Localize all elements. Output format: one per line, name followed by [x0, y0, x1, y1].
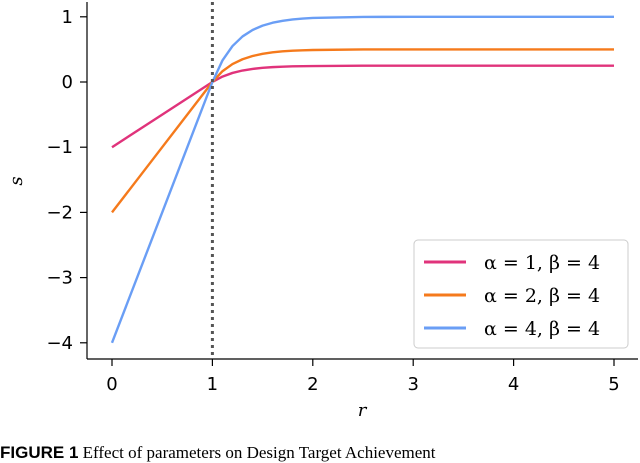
- series-line-1: [111, 64, 614, 149]
- legend-label-1: α = 1, β = 4: [484, 252, 600, 274]
- x-ticks: 0 1 2 3 4 5: [106, 359, 620, 395]
- y-tick-label: −2: [46, 202, 73, 223]
- legend-label-3: α = 4, β = 4: [484, 318, 600, 340]
- y-tick-label: −4: [46, 333, 73, 354]
- y-ticks: −4 −3 −2 −1 0 1: [46, 7, 87, 354]
- series-line-2: [111, 48, 614, 214]
- legend: α = 1, β = 4 α = 2, β = 4 α = 4, β = 4: [413, 239, 629, 349]
- y-tick-label: −1: [46, 137, 73, 158]
- x-tick-label: 1: [207, 374, 218, 395]
- caption-label: FIGURE 1: [0, 443, 79, 462]
- caption-text: Effect of parameters on Design Target Ac…: [78, 443, 436, 462]
- plot-area: [110, 2, 614, 359]
- x-tick-label: 0: [106, 374, 117, 395]
- legend-label-2: α = 2, β = 4: [484, 285, 600, 307]
- series-line-3: [110, 15, 614, 344]
- x-tick-label: 2: [307, 374, 318, 395]
- x-tick-label: 3: [407, 374, 418, 395]
- legend-frame: [413, 239, 629, 349]
- y-tick-label: −3: [46, 268, 73, 289]
- legend-item: α = 4, β = 4: [424, 318, 600, 340]
- figure-caption: FIGURE 1 Effect of parameters on Design …: [0, 443, 640, 463]
- y-axis-title: s: [6, 176, 27, 185]
- y-tick-label: 0: [62, 72, 73, 93]
- y-tick-label: 1: [62, 7, 73, 28]
- line-chart: 0 1 2 3 4 5 −4 −3 −2 −1 0 1 r s α = 1, β = 4 α = 2…: [6, 2, 638, 421]
- axes: [86, 2, 638, 360]
- legend-item: α = 1, β = 4: [424, 252, 600, 274]
- legend-item: α = 2, β = 4: [424, 285, 600, 307]
- x-axis-title: r: [358, 400, 368, 421]
- x-tick-label: 5: [608, 374, 619, 395]
- x-tick-label: 4: [508, 374, 519, 395]
